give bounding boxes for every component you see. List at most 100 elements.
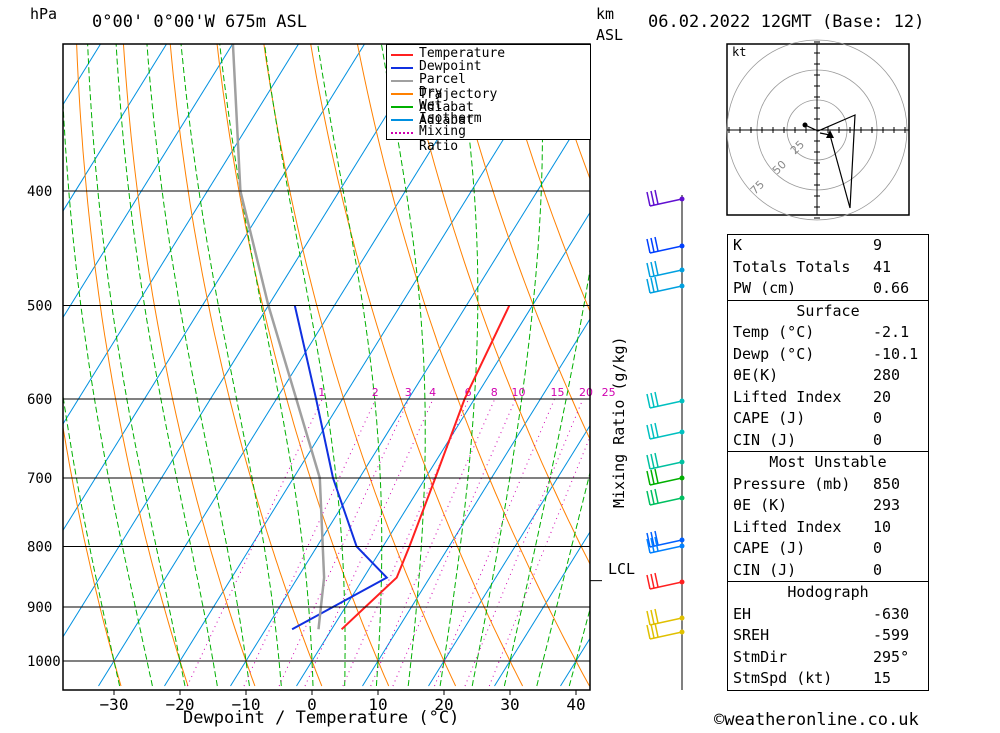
index-row: EH -630 [728,604,928,626]
pressure-tick-label: 1000 [27,654,61,670]
index-key: StmSpd (kt) [733,669,833,687]
legend-swatch [391,54,413,56]
wind-barb [649,269,683,278]
index-key: CIN (J) [733,560,797,579]
index-key: θE (K) [733,496,788,514]
mixing-ratio-line [342,398,470,687]
isotherm-line [63,44,300,425]
index-section-title: Most Unstable [728,451,928,474]
index-key: PW (cm) [733,279,797,297]
legend-swatch [391,106,413,108]
wind-barb-flag [650,573,655,589]
wind-barb-flag [646,191,651,207]
legend-swatch [391,80,413,82]
mixing-ratio-label: 25 [602,386,616,399]
isotherm-line [296,211,590,687]
wind-barb-flag [654,189,659,205]
wind-barb-flag [654,422,659,438]
asl-label: ASL [596,26,624,44]
index-row: CAPE (J) 0 [728,408,928,430]
dry-adiabat-line [497,44,590,313]
index-value: 15 [873,669,892,687]
wet-adiabat-line [87,44,186,687]
legend-label: Wet Adiabat [419,98,474,128]
wet-adiabat-line [568,607,590,687]
mixing-ratio-label: 8 [491,386,498,399]
legend-label: Dewpoint [419,59,482,74]
temp-tick-label: 10 [368,695,387,714]
wind-barb-flag [654,391,659,407]
mixing-ratio-line [464,398,584,687]
dry-adiabat-line [63,423,122,687]
index-value: 0 [873,430,883,449]
wind-barb-flag [650,237,655,253]
dry-adiabat-line [310,44,524,687]
wind-barb-flag [650,609,655,625]
dry-adiabat-line [450,44,590,441]
index-value: 10 [873,517,892,536]
index-row: Lifted Index 10 [728,517,928,539]
wind-barb [649,631,683,640]
legend-label: Parcel Trajectory [419,72,498,102]
wind-barb [649,581,683,590]
isotherm-line [494,531,590,687]
mixing-ratio-line [488,435,590,687]
temp-tick-label: 40 [566,695,585,714]
wind-barb-flag [650,531,655,547]
index-value: 850 [873,474,901,493]
temp-tick-label: −20 [166,695,195,714]
index-key: Dewp (°C) [733,344,815,363]
location-label: 0°00' 0°00'W 675m ASL [92,12,307,32]
legend-label: Isotherm [419,111,482,126]
wet-adiabat-line [471,44,543,687]
wind-barb-flag [654,452,659,468]
index-value: 280 [873,366,901,384]
hodograph-point [802,122,808,128]
index-row: Pressure (mb) 850 [728,474,928,496]
wind-barb [649,539,683,548]
wind-barb-flag [654,536,659,552]
index-key: Totals Totals [733,257,851,276]
mixing-ratio-label: 2 [372,386,379,399]
index-value: 0 [873,560,883,579]
index-section-title: Hodograph [728,581,928,604]
wind-barb-flag [650,392,655,408]
mixing-ratio-axis-title: Mixing Ratio (g/kg) [610,336,628,508]
wind-barb [649,400,683,409]
index-key: θE(K) [733,366,779,384]
wet-adiabat-line [146,44,250,687]
index-row: θE (K) 293 [728,495,928,517]
dry-adiabat-line [263,44,457,687]
index-value: 20 [873,387,892,406]
legend-swatch [391,93,413,95]
wind-barb [649,545,683,554]
wet-adiabat-line [380,44,426,687]
credit-label: ©weatheronline.co.uk [714,710,919,730]
wet-adiabat-line [219,44,314,687]
isotherm-line [63,44,366,532]
isotherm-line [0,26,46,686]
dry-adiabat-line [0,26,54,686]
wet-adiabat-line [180,44,282,687]
index-key: Pressure (mb) [733,474,851,493]
wind-barb-flag [646,278,651,294]
index-row: Totals Totals 41 [728,257,928,279]
wind-barb-flag [654,622,659,638]
legend-label: Mixing Ratio [419,124,466,154]
mixing-ratio-label: 3 [405,386,412,399]
wind-barb-flag [654,488,659,504]
mixing-ratio-line [243,398,377,687]
dewpoint-profile-line [291,305,389,631]
wind-barb-flag [646,424,651,440]
pressure-tick-label: 500 [27,298,52,314]
wind-barb-flag [650,190,655,206]
index-value: 41 [873,257,892,276]
wind-barb-flag [646,624,651,640]
index-row: StmDir 295° [728,647,928,669]
index-key: CAPE (J) [733,539,806,557]
isotherm-line [63,44,168,212]
dry-adiabat-line [169,44,323,687]
index-key: SREH [733,626,770,644]
